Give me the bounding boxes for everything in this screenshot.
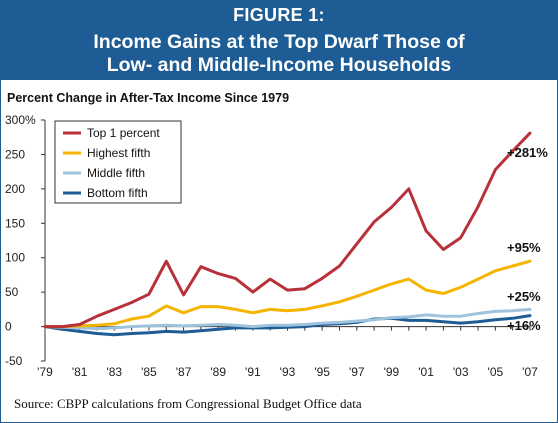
y-tick-label: 250 (5, 147, 25, 161)
legend-label: Top 1 percent (87, 126, 160, 140)
x-tick-label: '81 (72, 365, 88, 379)
x-tick-label: '97 (349, 365, 365, 379)
series-line-middle-fifth (43, 307, 532, 331)
series-line-bottom-fifth (43, 314, 532, 337)
x-tick-label: '87 (176, 365, 192, 379)
x-tick-label: '01 (418, 365, 434, 379)
y-tick-label: 300% (5, 113, 36, 127)
series-line-highest-fifth (43, 259, 532, 329)
legend-label: Bottom fifth (87, 186, 148, 200)
y-tick-label: 50 (5, 285, 19, 299)
y-tick-label: 200 (5, 182, 25, 196)
end-value-label: +25% (507, 289, 541, 304)
x-tick-label: '05 (488, 365, 504, 379)
end-value-label: +16% (507, 318, 541, 333)
x-tick-label: '89 (210, 365, 226, 379)
x-tick-label: '03 (453, 365, 469, 379)
x-tick-label: '07 (522, 365, 538, 379)
figure-title-line-1: Income Gains at the Top Dwarf Those of (93, 31, 465, 53)
end-value-label: +281% (507, 145, 548, 160)
x-tick-label: '99 (384, 365, 400, 379)
x-tick-label: '95 (314, 365, 330, 379)
y-tick-label: -50 (5, 354, 23, 368)
legend-box (54, 120, 182, 204)
legend-label: Middle fifth (87, 166, 145, 180)
x-tick-label: '79 (37, 365, 53, 379)
figure-label: FIGURE 1: (233, 5, 325, 25)
x-tick-label: '91 (245, 365, 261, 379)
end-value-label: +95% (507, 240, 541, 255)
figure-title-line-2: Low- and Middle-Income Households (106, 54, 452, 76)
figure-header: FIGURE 1: Income Gains at the Top Dwarf … (1, 1, 557, 80)
x-tick-label: '93 (280, 365, 296, 379)
legend-label: Highest fifth (87, 146, 150, 160)
x-tick-label: '83 (106, 365, 122, 379)
series-line-top-1-percent (43, 131, 532, 329)
source-note: Source: CBPP calculations from Congressi… (14, 396, 362, 411)
y-tick-label: 0 (5, 320, 12, 334)
x-tick-label: '85 (141, 365, 157, 379)
y-tick-label: 150 (5, 216, 25, 230)
y-tick-label: 100 (5, 251, 25, 265)
chart-title: Percent Change in After-Tax Income Since… (7, 91, 290, 105)
